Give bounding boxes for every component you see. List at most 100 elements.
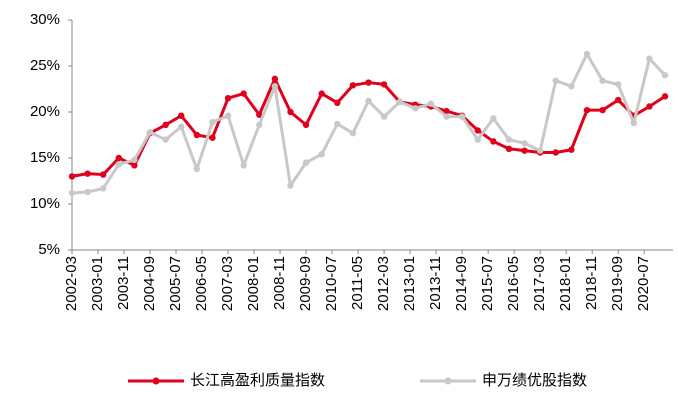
y-tick-label: 10% <box>30 195 60 212</box>
y-tick-label: 25% <box>30 57 60 74</box>
x-tick-label: 2006-05 <box>193 256 210 311</box>
x-tick-label: 2013-11 <box>427 256 444 310</box>
point <box>115 154 123 162</box>
point <box>490 138 497 145</box>
point <box>115 161 123 168</box>
series-line <box>71 77 666 178</box>
x-tick-label: 2005-07 <box>167 256 184 311</box>
x-tick-label: 2014-09 <box>453 256 470 311</box>
point <box>599 77 606 84</box>
legend-marker <box>444 377 452 385</box>
x-tick-label: 2013-01 <box>401 256 418 311</box>
point <box>349 82 357 89</box>
point <box>302 159 310 166</box>
series-line <box>71 52 667 195</box>
point <box>131 162 138 169</box>
x-tick-label: 2015-07 <box>479 256 496 311</box>
x-tick-label: 2003-11 <box>115 256 132 310</box>
point <box>178 123 185 130</box>
point <box>599 106 606 114</box>
x-tick-label: 2018-11 <box>583 256 600 310</box>
point <box>568 146 575 153</box>
point <box>474 136 481 143</box>
point <box>178 112 185 119</box>
point <box>630 119 637 127</box>
y-tick-label: 20% <box>30 103 60 120</box>
point <box>521 140 528 147</box>
point <box>271 83 279 90</box>
point <box>646 103 653 110</box>
legend-marker <box>152 377 160 385</box>
point <box>193 165 201 173</box>
point <box>318 151 325 158</box>
point <box>427 100 435 107</box>
point <box>458 113 466 120</box>
point <box>318 90 325 97</box>
point <box>224 112 232 119</box>
x-tick-label: 2017-03 <box>531 256 548 311</box>
point <box>131 156 138 164</box>
point <box>146 129 154 136</box>
point <box>256 121 263 129</box>
point <box>240 162 247 169</box>
point <box>536 147 544 154</box>
point <box>490 115 497 122</box>
x-tick-label: 2008-01 <box>245 256 262 311</box>
x-tick-label: 2009-09 <box>297 256 314 311</box>
point <box>365 97 372 105</box>
x-tick-label: 2020-07 <box>635 256 652 311</box>
point <box>380 113 388 120</box>
point <box>224 95 232 102</box>
x-tick-label: 2011-05 <box>349 256 366 310</box>
point <box>271 75 279 83</box>
x-tick-label: 2019-09 <box>609 256 626 311</box>
point <box>661 72 669 79</box>
point <box>568 83 575 90</box>
point <box>84 170 91 177</box>
point <box>380 81 388 88</box>
point <box>349 129 357 137</box>
x-tick-label: 2016-05 <box>505 256 522 311</box>
point <box>505 136 513 143</box>
point <box>84 188 91 196</box>
point <box>193 131 201 139</box>
x-tick-label: 2018-01 <box>557 256 574 311</box>
x-tick-label: 2008-11 <box>271 256 288 310</box>
point <box>552 149 559 156</box>
point <box>614 96 622 104</box>
point <box>365 79 372 86</box>
point <box>552 77 559 84</box>
point <box>443 107 450 115</box>
y-tick-label: 15% <box>30 149 60 166</box>
point <box>209 134 216 141</box>
point <box>68 189 76 197</box>
y-tick-label: 30% <box>30 11 60 28</box>
point <box>302 121 310 129</box>
x-tick-label: 2004-09 <box>141 256 158 311</box>
point <box>209 118 216 126</box>
point <box>334 99 341 107</box>
point <box>505 145 513 152</box>
point <box>412 105 419 112</box>
point <box>256 111 263 118</box>
point <box>240 90 247 97</box>
point <box>583 50 591 58</box>
x-tick-label: 2002-03 <box>63 256 80 311</box>
point <box>287 182 294 189</box>
x-tick-label: 2007-03 <box>219 256 236 311</box>
point <box>646 55 653 62</box>
y-tick-label: 5% <box>38 241 60 258</box>
point <box>583 106 591 114</box>
x-tick-label: 2012-03 <box>375 256 392 311</box>
point <box>162 136 169 143</box>
point <box>661 93 669 100</box>
x-tick-label: 2010-07 <box>323 256 340 311</box>
point <box>100 185 107 192</box>
x-tick-label: 2003-01 <box>89 256 106 311</box>
point <box>474 127 481 134</box>
point <box>443 113 450 120</box>
point <box>521 147 528 154</box>
legend-label: 申万绩优股指数 <box>482 372 587 389</box>
point <box>614 81 622 88</box>
